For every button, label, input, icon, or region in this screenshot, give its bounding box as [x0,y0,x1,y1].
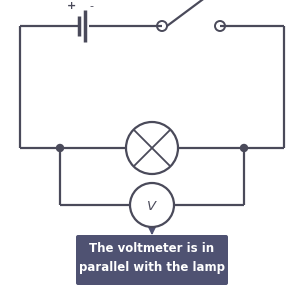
Circle shape [57,144,64,151]
Circle shape [240,144,247,151]
Text: V: V [147,200,157,213]
Text: +: + [66,1,76,11]
FancyBboxPatch shape [76,235,228,285]
Text: -: - [89,1,93,11]
Text: The voltmeter is in
parallel with the lamp: The voltmeter is in parallel with the la… [79,242,225,274]
